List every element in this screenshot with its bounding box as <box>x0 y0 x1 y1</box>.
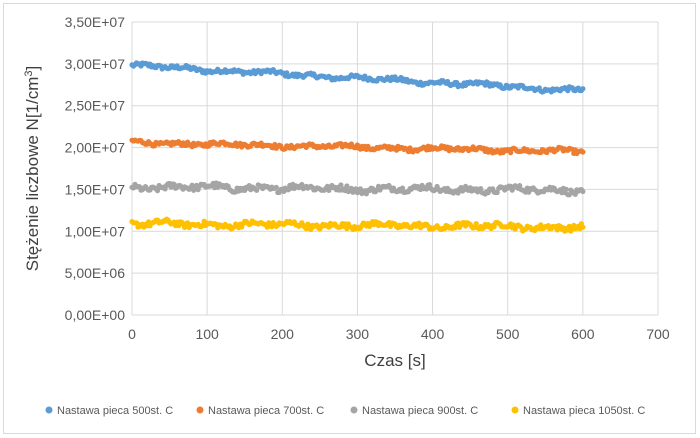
legend-label: Nastawa pieca 900st. C <box>362 405 478 417</box>
y-axis-title-main: Stężenie liczbowe N[1/cm <box>23 77 42 272</box>
legend-label: Nastawa pieca 1050st. C <box>523 405 645 417</box>
data-point <box>580 149 586 155</box>
data-point <box>491 224 497 230</box>
x-tick-label: 0 <box>128 326 136 342</box>
data-point <box>338 182 344 188</box>
x-tick-label: 300 <box>346 326 370 342</box>
series-3 <box>129 180 586 198</box>
y-tick-label: 0,00E+00 <box>65 307 126 323</box>
series-4 <box>129 216 586 234</box>
legend-label: Nastawa pieca 700st. C <box>208 405 324 417</box>
series-1 <box>129 60 586 95</box>
y-axis-title-end: ] <box>23 66 42 71</box>
data-point <box>273 184 279 190</box>
y-axis-title: Stężenie liczbowe N[1/cm3] <box>23 66 42 272</box>
data-points <box>129 60 586 234</box>
data-point <box>580 86 586 92</box>
x-tick-label: 100 <box>195 326 219 342</box>
data-point <box>452 225 458 231</box>
legend-marker <box>45 406 53 414</box>
x-tick-label: 200 <box>271 326 295 342</box>
series-2 <box>129 137 586 157</box>
legend-item: Nastawa pieca 900st. C <box>350 405 478 417</box>
legend-item: Nastawa pieca 1050st. C <box>511 405 645 417</box>
data-point <box>455 190 461 196</box>
data-point <box>473 221 479 227</box>
data-point <box>563 186 569 192</box>
data-point <box>517 183 523 189</box>
gridlines <box>131 21 659 316</box>
legend-item: Nastawa pieca 700st. C <box>196 405 324 417</box>
y-tick-label: 2,00E+07 <box>65 140 126 156</box>
y-tick-label: 3,00E+07 <box>65 56 126 72</box>
data-point <box>580 188 586 195</box>
data-point <box>580 224 586 230</box>
legend-marker <box>511 406 519 414</box>
data-point <box>154 188 161 194</box>
data-point <box>427 182 433 188</box>
x-tick-label: 500 <box>496 326 520 342</box>
data-point <box>399 185 406 191</box>
legend: Nastawa pieca 500st. C Nastawa pieca 700s… <box>45 405 645 417</box>
legend-item: Nastawa pieca 500st. C <box>45 405 173 417</box>
x-tick-label: 600 <box>571 326 595 342</box>
data-point <box>554 227 560 233</box>
y-axis-title-superscript: 3 <box>23 70 35 76</box>
y-tick-label: 5,00E+06 <box>65 265 126 281</box>
data-point <box>254 187 260 193</box>
data-point <box>344 183 350 189</box>
y-axis-ticks: 0,00E+00 5,00E+06 1,00E+07 1,50E+07 2,00E+07… <box>65 14 126 323</box>
x-tick-label: 400 <box>421 326 445 342</box>
x-axis-ticks: 0 100 200 300 400 500 600 700 <box>128 326 670 342</box>
x-axis-title: Czas [s] <box>364 351 425 370</box>
data-point <box>424 186 430 192</box>
y-tick-label: 1,50E+07 <box>65 181 126 197</box>
data-point <box>494 189 500 196</box>
scatter-chart: 0,00E+00 5,00E+06 1,00E+07 1,50E+07 2,00E+07… <box>23 14 670 417</box>
y-tick-label: 3,50E+07 <box>65 14 126 30</box>
y-tick-label: 2,50E+07 <box>65 98 126 114</box>
legend-label: Nastawa pieca 500st. C <box>57 405 173 417</box>
legend-marker <box>196 406 204 414</box>
chart-area: 0,00E+00 5,00E+06 1,00E+07 1,50E+07 2,00E+07… <box>3 3 696 434</box>
data-point <box>478 186 484 192</box>
y-tick-label: 1,00E+07 <box>65 223 126 239</box>
legend-marker <box>350 406 358 414</box>
x-tick-label: 700 <box>646 326 670 342</box>
data-point <box>182 224 188 230</box>
